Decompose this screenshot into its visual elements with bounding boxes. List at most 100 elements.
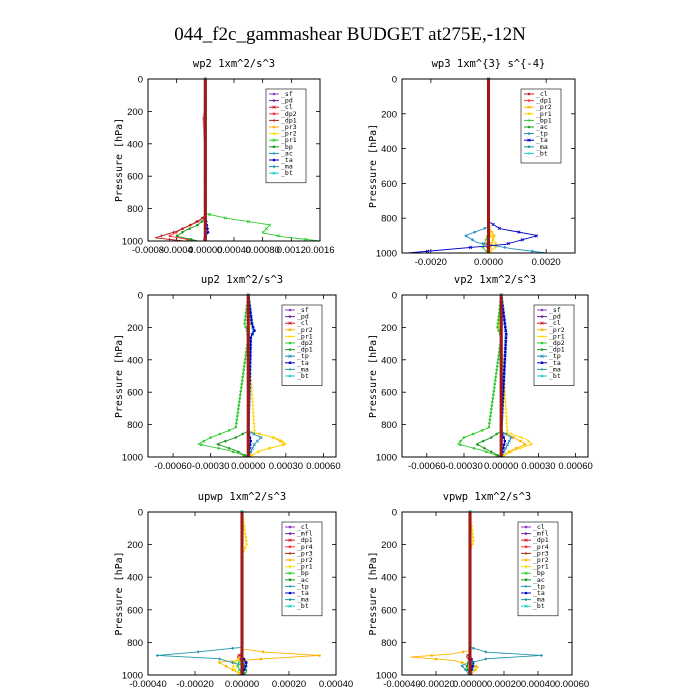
series-marker xyxy=(502,311,505,315)
legend-marker xyxy=(288,367,292,371)
legend-label: _cl xyxy=(533,523,545,531)
series-marker xyxy=(459,439,462,443)
series-marker xyxy=(494,246,497,249)
legend-marker xyxy=(540,374,544,378)
x-tick-label: 0.00080 xyxy=(245,245,279,256)
legend-marker xyxy=(540,348,544,352)
legend-marker xyxy=(288,584,292,588)
series-marker xyxy=(249,340,252,343)
series-marker xyxy=(504,403,508,407)
y-tick-label: 800 xyxy=(127,420,143,431)
legend-label: _bp xyxy=(281,143,293,151)
panel-6: vpwp 1xm^2/s^3 Pressure [hPa] 0 200 400 600 80… xyxy=(368,491,589,690)
legend-label: _dp2 xyxy=(297,339,313,347)
series-marker xyxy=(490,407,493,411)
series-pr2 xyxy=(410,510,480,676)
series-line xyxy=(155,79,206,242)
series-marker xyxy=(503,357,507,361)
series-marker xyxy=(234,425,238,429)
series-marker xyxy=(474,668,477,672)
series-marker xyxy=(485,450,488,454)
series-marker xyxy=(501,397,505,400)
legend: _cl_mfl_dp1_pr4_pr3_pr2_pr1_bp_ac_tp_ta_… xyxy=(281,521,323,617)
series-marker xyxy=(470,531,475,536)
plot-frame xyxy=(401,78,576,254)
series-marker xyxy=(250,396,254,400)
series-marker xyxy=(504,329,507,332)
series-marker xyxy=(249,453,253,457)
series-marker xyxy=(244,311,248,315)
series-marker xyxy=(470,661,474,665)
legend-label: _bp xyxy=(533,569,545,577)
series-marker xyxy=(505,443,510,447)
series-marker xyxy=(506,241,511,246)
x-tick-label: -0.00040 xyxy=(129,679,167,690)
series-marker xyxy=(160,234,164,238)
series-marker xyxy=(528,443,532,447)
x-tick-label: 0.0016 xyxy=(305,245,334,256)
series-marker xyxy=(460,664,464,668)
legend-label: _ma xyxy=(281,163,293,171)
series-marker xyxy=(496,357,500,361)
series-marker xyxy=(534,234,538,238)
series-marker xyxy=(489,414,492,418)
series-marker xyxy=(505,421,509,425)
series-marker xyxy=(251,407,255,411)
series-marker xyxy=(489,450,493,454)
legend-label: _tp xyxy=(536,130,548,138)
series-marker xyxy=(231,664,236,668)
series-marker xyxy=(244,315,247,318)
x-tick-label: -0.00020 xyxy=(176,679,214,690)
legend-label: _bp1 xyxy=(536,116,552,124)
series-marker xyxy=(492,238,495,241)
series-marker xyxy=(495,432,499,436)
legend-label: _tp xyxy=(533,582,545,590)
legend-marker xyxy=(540,328,544,331)
series-marker xyxy=(502,375,506,379)
x-tick-label: 0.00040 xyxy=(319,679,353,690)
series-line xyxy=(498,294,534,458)
series-marker xyxy=(505,425,509,429)
series-marker xyxy=(502,372,506,375)
legend-marker xyxy=(272,105,276,109)
legend-label: _bt xyxy=(533,602,545,610)
x-tick-label: 0.00020 xyxy=(272,679,306,690)
y-tick-label: 600 xyxy=(381,388,397,399)
legend-label: _ac xyxy=(536,123,548,131)
plot-frame xyxy=(147,294,337,458)
series-marker xyxy=(505,432,508,436)
series-marker xyxy=(318,654,321,657)
legend-marker xyxy=(527,132,531,136)
series-marker xyxy=(495,368,499,372)
x-tick-label: 0.00060 xyxy=(558,461,592,472)
series-marker xyxy=(261,650,265,654)
legend-label: _pd xyxy=(297,313,309,321)
panel-title: up2 1xm^2/s^3 xyxy=(201,274,283,286)
series-marker xyxy=(251,400,255,404)
legend-label: _pr1 xyxy=(549,332,565,340)
x-tick-label: 0.0012 xyxy=(277,245,306,256)
legend-label: _ta xyxy=(297,359,309,367)
series-marker xyxy=(502,443,506,446)
series-marker xyxy=(234,435,238,440)
legend-marker xyxy=(540,308,544,312)
series-marker xyxy=(504,343,507,347)
y-tick-label: 1000 xyxy=(122,671,143,682)
series-marker xyxy=(168,237,171,241)
series-marker xyxy=(248,361,252,364)
series-marker xyxy=(472,446,476,450)
series-marker xyxy=(504,336,508,339)
series-marker xyxy=(248,372,252,375)
legend-marker xyxy=(524,584,528,588)
series-marker xyxy=(249,315,253,318)
series-marker xyxy=(505,428,509,432)
plot-frame xyxy=(147,511,337,676)
legend-label: _pr2 xyxy=(297,556,313,564)
series-marker xyxy=(488,422,491,425)
y-tick-label: 200 xyxy=(127,323,143,334)
y-tick-label: 200 xyxy=(381,109,397,120)
x-tick-label: 0.00030 xyxy=(521,461,555,472)
series-marker xyxy=(268,446,272,450)
legend: _sf_pd_cl_pr2_pr1_dp2_dp1_tp_ta_ma_bt xyxy=(533,304,575,386)
legend-marker xyxy=(524,551,528,555)
